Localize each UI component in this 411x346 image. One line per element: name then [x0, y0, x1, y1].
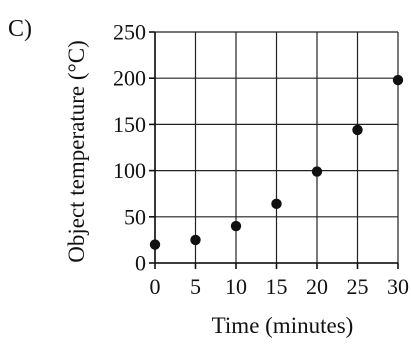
x-tick-label: 0 — [150, 274, 161, 299]
data-point — [311, 166, 323, 177]
panel-label: C) — [8, 16, 32, 42]
data-point — [271, 198, 282, 210]
x-tick-label: 5 — [190, 274, 201, 299]
y-axis-label: Object temperature (°C) — [64, 40, 89, 263]
data-point — [190, 234, 201, 246]
x-tick-label: 15 — [266, 274, 288, 299]
y-tick-label: 150 — [113, 112, 146, 137]
y-tick-label: 100 — [113, 158, 146, 183]
x-tick-label: 30 — [387, 274, 409, 299]
x-tick-label: 10 — [225, 274, 247, 299]
x-tick-label: 20 — [306, 274, 328, 299]
data-point — [392, 74, 404, 86]
y-tick-label: 200 — [113, 66, 146, 91]
grid — [154, 31, 399, 264]
y-tick-label: 250 — [113, 20, 146, 45]
axes — [149, 31, 399, 269]
data-point — [149, 239, 161, 250]
data-point — [230, 220, 242, 232]
data-points — [149, 74, 404, 250]
y-tick-label: 50 — [124, 204, 146, 229]
tick-labels: 0 5 10 15 20 25 30 0 50 100 150 200 250 — [113, 20, 409, 300]
x-tick-label: 25 — [347, 274, 369, 299]
x-axis-label: Time (minutes) — [212, 313, 354, 338]
data-point — [352, 124, 363, 136]
y-tick-label: 0 — [135, 251, 146, 276]
